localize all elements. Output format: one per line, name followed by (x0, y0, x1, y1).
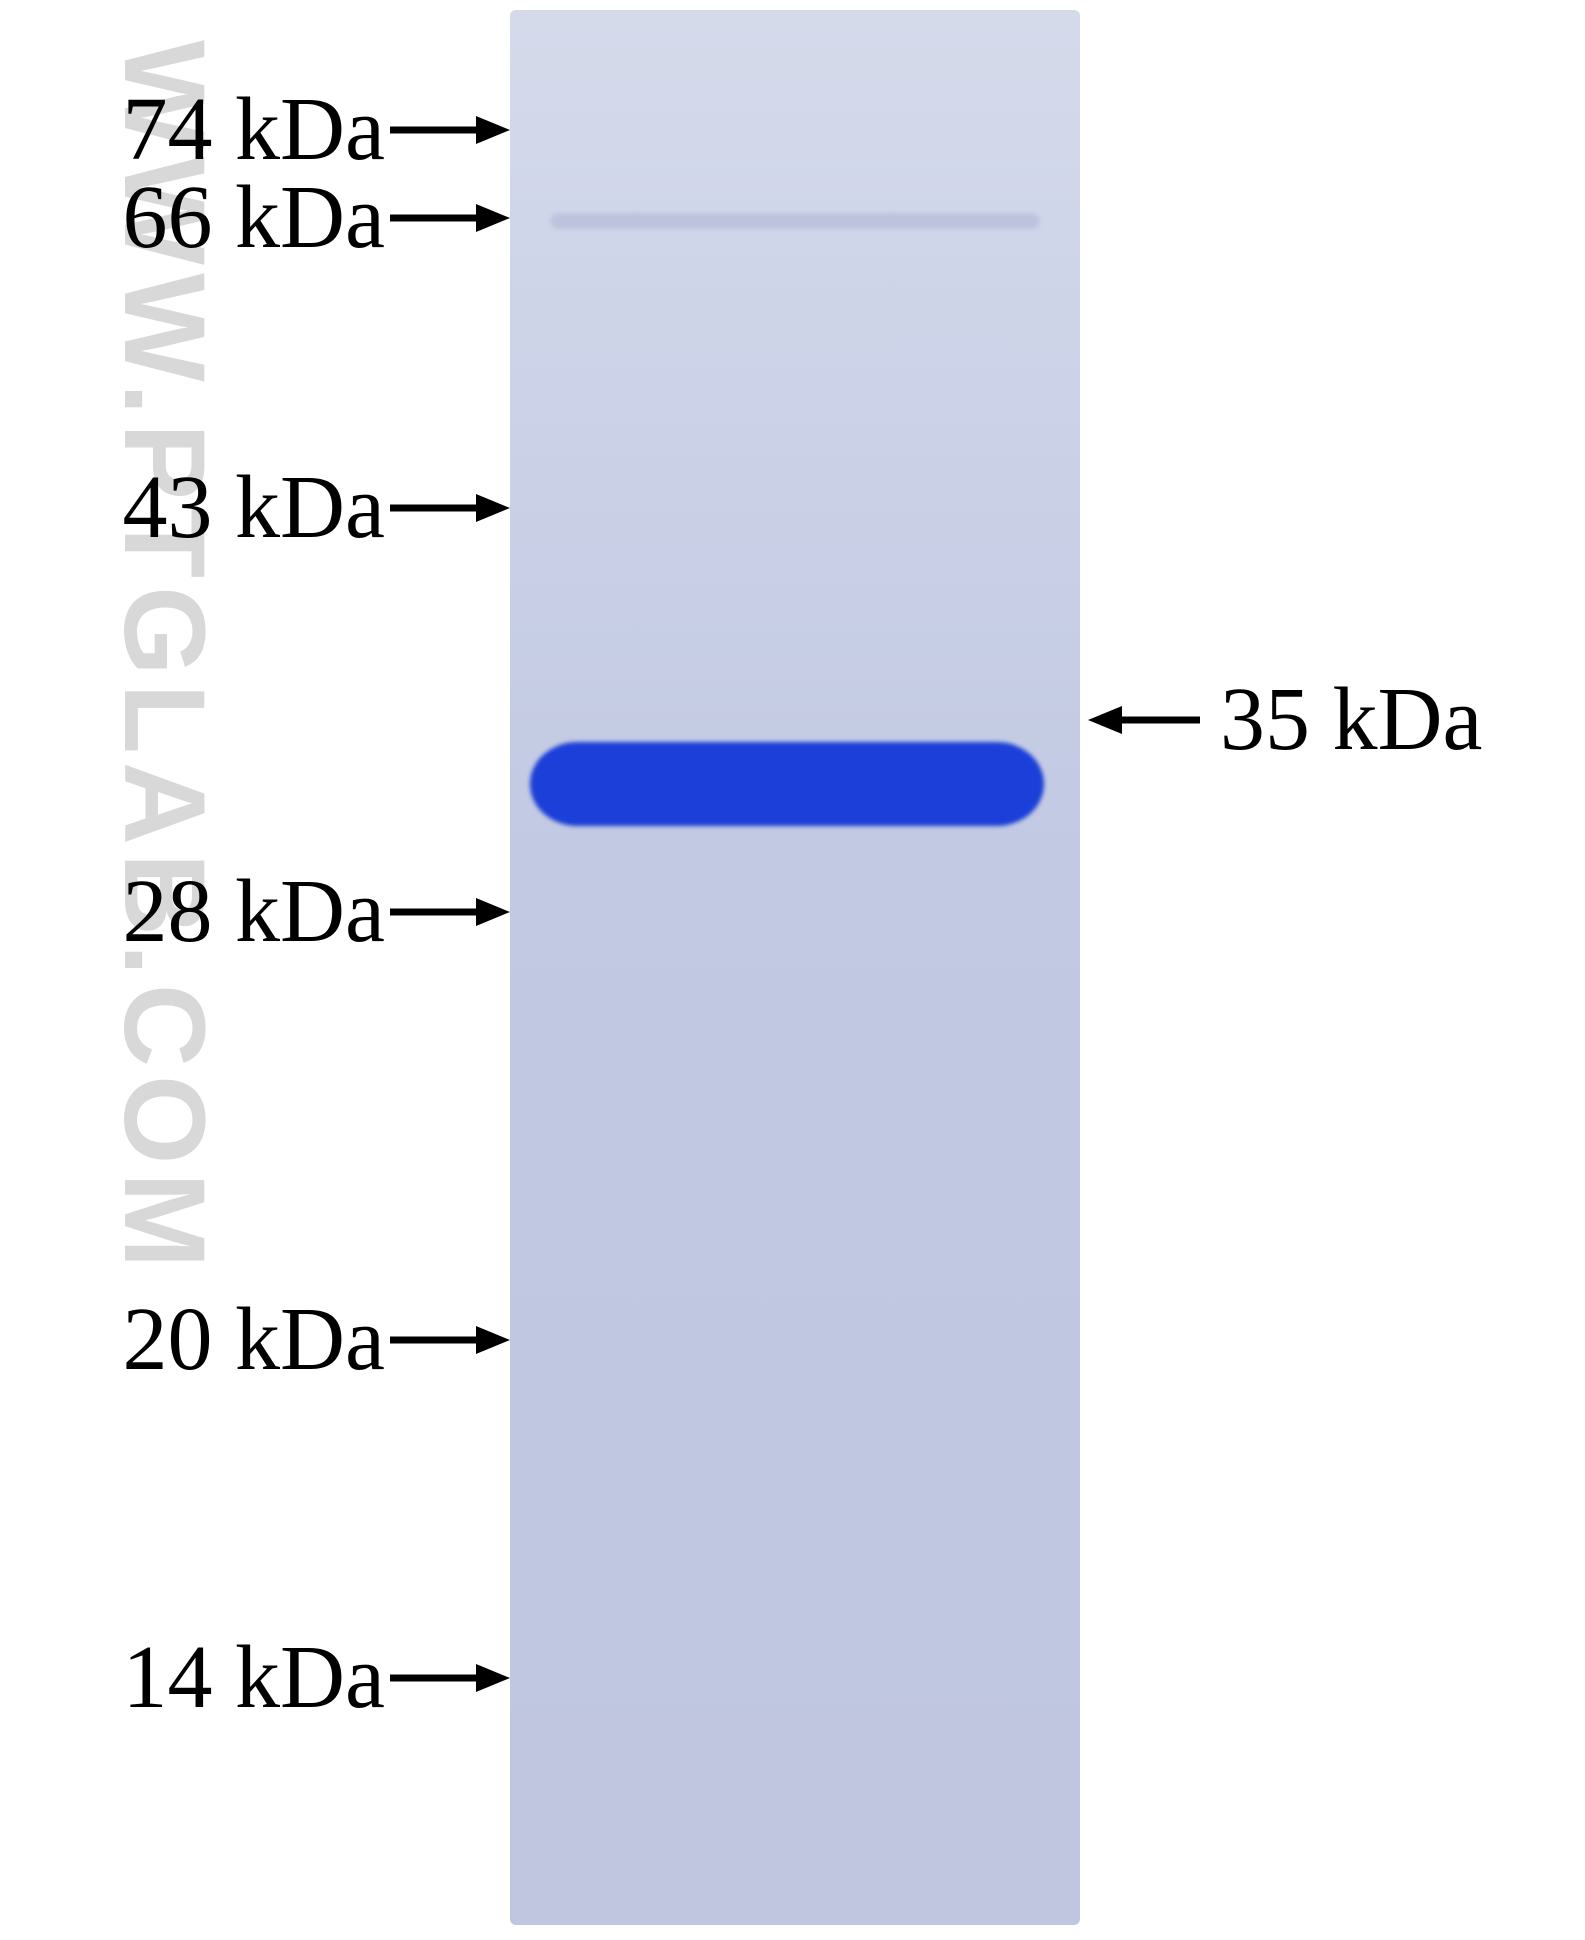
band-66kDa-faint (550, 213, 1040, 229)
marker-arrow-right-icon (388, 1322, 512, 1358)
band-35kDa (530, 742, 1044, 826)
marker-label-left: 28 kDa (123, 860, 385, 963)
marker-label-left: 43 kDa (123, 456, 385, 559)
marker-arrow-left-icon (1086, 702, 1202, 738)
marker-label-left: 66 kDa (123, 166, 385, 269)
gel-lane (510, 10, 1080, 1925)
marker-arrow-right-icon (388, 200, 512, 236)
gel-figure: WWW.PTGLAB.COM 74 kDa66 kDa43 kDa28 kDa2… (0, 0, 1585, 1940)
marker-arrow-right-icon (388, 894, 512, 930)
marker-label-left: 20 kDa (123, 1288, 385, 1391)
marker-arrow-right-icon (388, 1660, 512, 1696)
marker-label-right: 35 kDa (1220, 668, 1482, 771)
marker-arrow-right-icon (388, 490, 512, 526)
marker-arrow-right-icon (388, 112, 512, 148)
marker-label-left: 14 kDa (123, 1626, 385, 1729)
